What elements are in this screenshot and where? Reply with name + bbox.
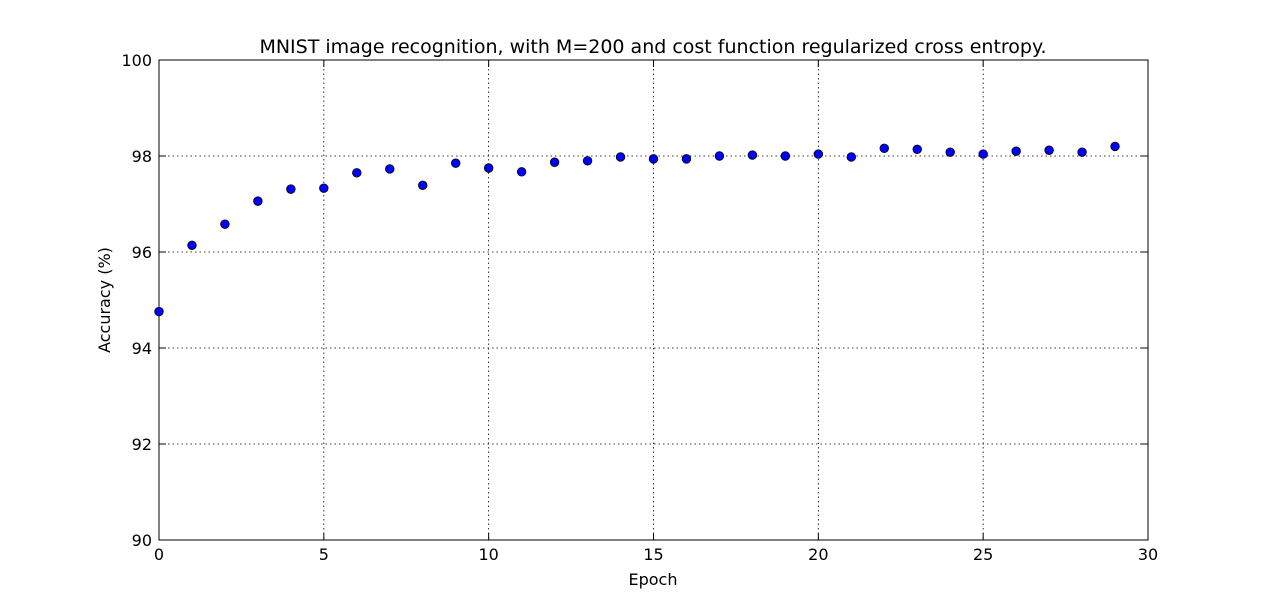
data-point	[483, 163, 494, 173]
data-point	[1044, 145, 1054, 155]
data-point	[582, 156, 593, 166]
data-point	[780, 151, 791, 161]
data-point	[813, 149, 824, 159]
grid-lines	[159, 60, 1148, 540]
y-tick-label: 98	[132, 147, 152, 166]
y-tick-label: 96	[132, 243, 152, 262]
data-points	[154, 141, 1120, 317]
x-tick-label: 0	[154, 545, 164, 564]
data-point	[681, 154, 692, 164]
data-point	[549, 157, 560, 167]
x-tick-label: 10	[478, 545, 498, 564]
data-point	[747, 150, 758, 160]
data-point	[253, 196, 263, 206]
data-point	[912, 144, 922, 154]
data-point	[648, 154, 659, 164]
x-tick-label: 25	[973, 545, 993, 564]
data-point	[1011, 146, 1021, 156]
chart-title: MNIST image recognition, with M=200 and …	[259, 36, 1046, 58]
data-point	[1110, 141, 1120, 152]
data-point	[154, 306, 164, 317]
data-point	[352, 168, 362, 178]
data-point	[187, 240, 197, 250]
axis-ticks: 0 5 10 15 20 25 30 90 92 94 96 98 100	[121, 51, 1158, 564]
x-tick-label: 20	[808, 545, 828, 564]
data-point	[978, 149, 988, 159]
y-tick-label: 100	[121, 51, 152, 70]
data-point	[714, 151, 725, 161]
data-point	[418, 180, 428, 190]
data-point	[319, 183, 329, 193]
data-point	[945, 147, 955, 157]
y-tick-label: 92	[132, 435, 152, 454]
y-tick-label: 94	[132, 339, 152, 358]
data-point	[451, 158, 461, 168]
y-tick-label: 90	[132, 531, 152, 550]
data-point	[879, 143, 889, 154]
data-point	[385, 164, 395, 174]
x-tick-label: 5	[319, 545, 329, 564]
data-point	[220, 219, 230, 229]
y-axis-label: Accuracy (%)	[95, 247, 114, 353]
data-point	[615, 152, 626, 162]
x-tick-label: 15	[643, 545, 663, 564]
data-point	[846, 152, 857, 162]
x-tick-label: 30	[1138, 545, 1158, 564]
data-point	[1077, 147, 1087, 157]
data-point	[516, 167, 527, 177]
x-axis-label: Epoch	[629, 570, 678, 589]
data-point	[286, 184, 296, 194]
